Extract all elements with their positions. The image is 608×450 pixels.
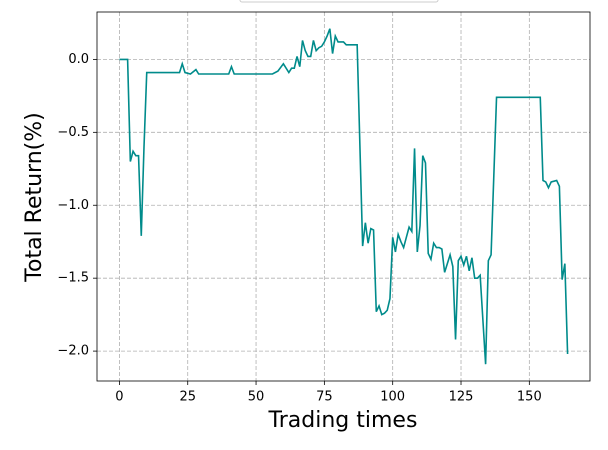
- x-tick-label: 100: [380, 390, 405, 405]
- line-series: [119, 28, 569, 365]
- x-tick-label: 75: [316, 390, 333, 405]
- x-tick-label: 0: [115, 390, 123, 405]
- y-axis-label: Total Return(%): [22, 112, 47, 282]
- y-tick-label: −0.5: [57, 125, 89, 140]
- x-tick-label: 150: [517, 390, 542, 405]
- x-tick-label: 50: [248, 390, 265, 405]
- x-axis-label: Trading times: [268, 408, 418, 433]
- y-tick-label: 0.0: [68, 52, 89, 67]
- y-tick-label: −1.5: [57, 271, 89, 286]
- y-tick-label: −1.0: [57, 198, 89, 213]
- x-tick-label: 25: [179, 390, 196, 405]
- x-tick-label: 125: [449, 390, 474, 405]
- plot-frame: [96, 11, 591, 382]
- legend-box: [239, 0, 439, 3]
- y-tick-label: −2.0: [57, 344, 89, 359]
